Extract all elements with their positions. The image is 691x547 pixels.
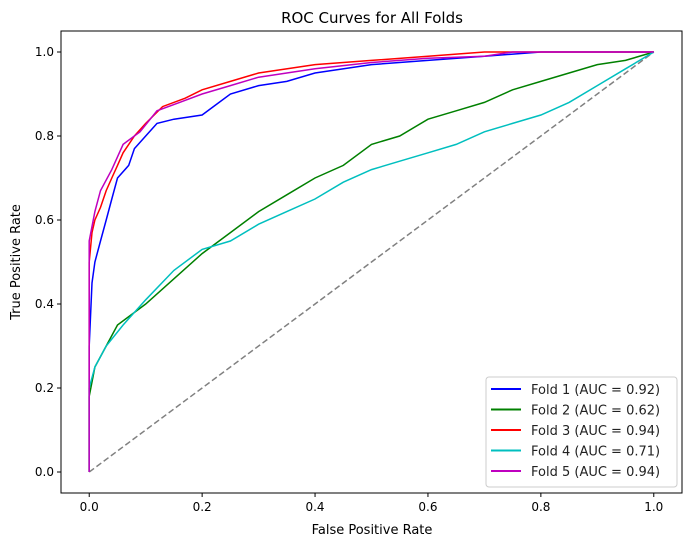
y-tick-label: 0.8 (35, 129, 54, 143)
legend: Fold 1 (AUC = 0.92) Fold 2 (AUC = 0.62) Fo… (485, 376, 678, 488)
chart-title: ROC Curves for All Folds (281, 9, 463, 27)
x-tick-label: 0.4 (305, 500, 324, 514)
roc-curve-fold-3 (88, 51, 654, 472)
x-tick-label: 0.2 (193, 500, 212, 514)
y-tick-label: 0.6 (35, 213, 54, 227)
y-axis-label: True Positive Rate (9, 204, 24, 321)
x-tick-label: 0.0 (80, 500, 99, 514)
legend-entry: Fold 5 (AUC = 0.94) (531, 465, 660, 480)
x-tick-label: 0.6 (418, 500, 437, 514)
x-tick-label: 0.8 (531, 500, 550, 514)
x-tick-label: 1.0 (644, 500, 663, 514)
y-tick-label: 0.0 (35, 465, 54, 479)
legend-entry: Fold 1 (AUC = 0.92) (531, 383, 660, 398)
legend-entry: Fold 4 (AUC = 0.71) (531, 445, 660, 460)
legend-entry: Fold 3 (AUC = 0.94) (531, 424, 660, 439)
chance-diagonal-line (88, 51, 655, 473)
plot-frame (60, 30, 683, 494)
legend-box (485, 376, 678, 488)
x-axis-label: False Positive Rate (312, 523, 433, 538)
roc-curve-fold-2 (88, 51, 655, 472)
y-tick-label: 1.0 (35, 45, 54, 59)
roc-curve-fold-5 (88, 51, 654, 472)
y-tick-label: 0.4 (35, 297, 54, 311)
legend-entry: Fold 2 (AUC = 0.62) (531, 404, 660, 419)
roc-curve-fold-1 (88, 51, 654, 472)
y-tick-label: 0.2 (35, 381, 54, 395)
roc-curve-fold-4 (88, 51, 655, 472)
